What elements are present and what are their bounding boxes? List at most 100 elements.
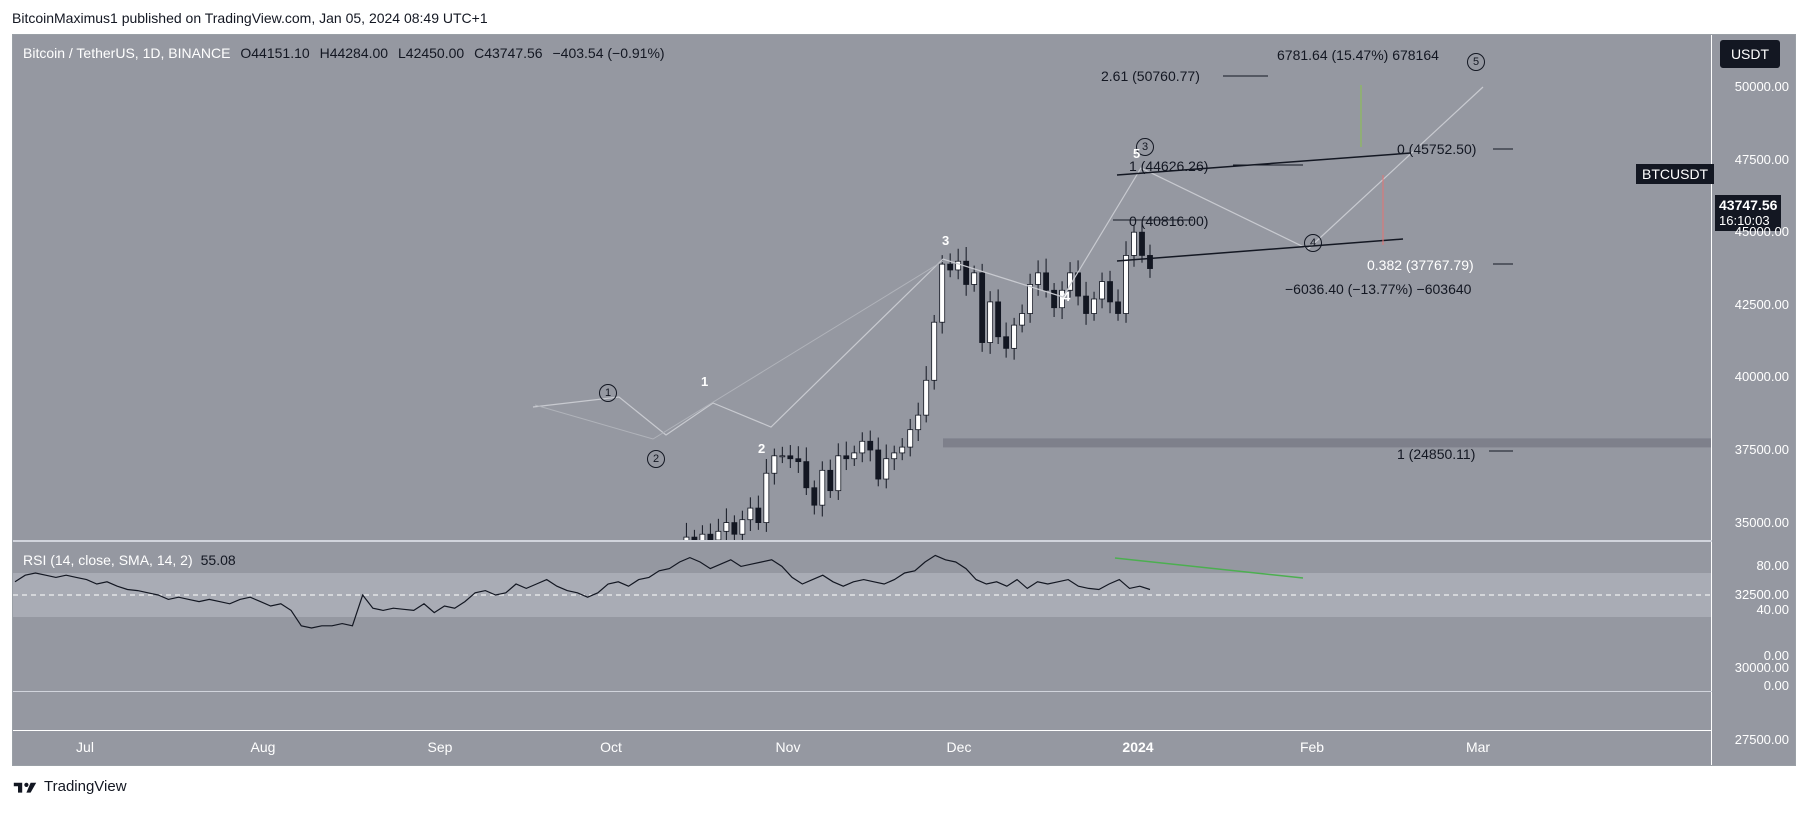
candle [971, 272, 978, 285]
price-tick-label: 50000.00 [1734, 79, 1789, 94]
time-tick-label: Nov [775, 739, 801, 755]
time-tick-label: Jul [76, 739, 94, 755]
rsi-tick-label: 80.00 [1756, 558, 1789, 573]
time-tick-label: Sep [427, 739, 453, 755]
candle [771, 455, 778, 474]
wave-circle-1[interactable]: 1 [599, 384, 617, 402]
candle [1019, 313, 1026, 326]
price-pane[interactable]: Bitcoin / TetherUS, 1D, BINANCE O44151.1… [13, 35, 1711, 540]
measure-up-label: 6781.64 (15.47%) 678164 [1277, 47, 1439, 63]
rsi-chart[interactable] [13, 542, 1711, 691]
tradingview-brand[interactable]: TradingView [12, 778, 127, 795]
brand-name: TradingView [44, 778, 127, 795]
wave-circle-3[interactable]: 3 [1136, 138, 1154, 156]
candle [947, 263, 954, 271]
time-axis[interactable]: Jul Aug Sep Oct Nov Dec 2024 Feb Mar [13, 731, 1711, 765]
candle [1131, 231, 1137, 256]
tradingview-logo-icon [13, 782, 37, 793]
price-tick-label: 47500.00 [1734, 151, 1789, 167]
candle [1115, 301, 1121, 314]
price-tick-label: 40000.00 [1734, 369, 1789, 385]
subwave-label-2[interactable]: 2 [758, 441, 766, 456]
wave-circle-5[interactable]: 5 [1467, 53, 1485, 71]
candle [739, 519, 746, 535]
candle [883, 458, 890, 480]
last-price-value: 43747.56 [1719, 197, 1778, 213]
close-key: C [474, 45, 485, 61]
rsi-title[interactable]: RSI (14, close, SMA, 14, 2) [23, 552, 193, 568]
candle [867, 440, 874, 451]
price-tick-label: 45000.00 [1734, 224, 1789, 240]
wave-count-line [532, 86, 1484, 436]
price-tick-label: 32500.00 [1734, 587, 1789, 603]
candle [747, 507, 754, 521]
symbol-title[interactable]: Bitcoin / TetherUS, 1D, BINANCE [23, 45, 231, 61]
rsi-line [14, 554, 1151, 629]
fib-0382-label: 0.382 (37767.79) [1367, 257, 1474, 273]
price-tick-label: 25000.00 [1734, 805, 1789, 820]
candle [731, 522, 738, 535]
wave-circle-4[interactable]: 4 [1304, 234, 1322, 252]
candle [1123, 255, 1129, 314]
candle [923, 379, 930, 416]
subwave-label-1[interactable]: 1 [701, 374, 709, 389]
candle [851, 452, 858, 460]
high-value: 44284.00 [329, 45, 389, 61]
fib-1-bottom-label: 1 (24850.11) [1397, 446, 1476, 462]
price-tick-label: 27500.00 [1734, 732, 1789, 748]
rsi-pane[interactable]: RSI (14, close, SMA, 14, 2) 55.08 [13, 542, 1711, 691]
candle [835, 455, 842, 492]
fib-0-low-label: 0 (40816.00) [1129, 213, 1209, 229]
candle [979, 272, 986, 343]
candle [931, 321, 938, 381]
subwave-label-5[interactable]: 5 [1133, 146, 1141, 161]
candle [763, 472, 770, 523]
candle [915, 414, 922, 431]
candle [891, 452, 898, 460]
candle [1099, 281, 1105, 300]
subwave-label-4[interactable]: 4 [1063, 289, 1071, 304]
open-key: O [240, 45, 252, 61]
chart-container[interactable]: Bitcoin / TetherUS, 1D, BINANCE O44151.1… [12, 34, 1796, 820]
candle [907, 429, 914, 448]
subwave-label-3[interactable]: 3 [942, 233, 950, 248]
rsi-legend: RSI (14, close, SMA, 14, 2) 55.08 [23, 552, 236, 568]
candle [875, 449, 882, 480]
change-value: −403.54 (−0.91%) [552, 45, 665, 61]
bar-countdown: 16:10:03 [1719, 213, 1770, 228]
candle [987, 301, 994, 343]
measure-down-label: −6036.40 (−13.77%) −603640 [1285, 281, 1472, 297]
rsi-tick-label: 0.00 [1763, 678, 1789, 693]
candle [1083, 295, 1089, 314]
price-tick-label: 35000.00 [1734, 514, 1789, 530]
price-tick-label: 37500.00 [1734, 442, 1789, 457]
price-axis[interactable]: USDT 43747.56 16:10:03 50000.00 47500.00 4… [1712, 35, 1795, 820]
candle [723, 522, 730, 532]
price-chart[interactable] [13, 35, 1711, 540]
channel-lower-line [1116, 238, 1404, 262]
time-tick-label: Aug [250, 739, 276, 755]
currency-button[interactable]: USDT [1720, 40, 1780, 68]
last-price-tag: 43747.56 16:10:03 [1715, 195, 1782, 231]
symbol-legend: Bitcoin / TetherUS, 1D, BINANCE O44151.1… [23, 45, 665, 61]
candle [827, 469, 834, 492]
candle [1139, 231, 1145, 256]
low-key: L [397, 45, 406, 61]
price-tick-label: 30000.00 [1734, 659, 1789, 675]
low-value: 42450.00 [405, 45, 465, 61]
bearish-divergence-line [1114, 557, 1304, 579]
candle [939, 263, 946, 323]
channel-upper-line [1116, 152, 1412, 176]
candle [955, 260, 962, 271]
wave-circle-2[interactable]: 2 [647, 450, 665, 468]
candle [779, 455, 786, 458]
empty-indicator-pane[interactable] [13, 692, 1711, 730]
wave-count-line [534, 260, 944, 440]
pane-separator[interactable] [13, 540, 1795, 542]
candle [715, 530, 722, 540]
candle [1147, 255, 1153, 269]
time-tick-label: Oct [600, 739, 622, 755]
candle [1043, 272, 1049, 291]
candle [795, 458, 802, 463]
candle [819, 469, 826, 506]
